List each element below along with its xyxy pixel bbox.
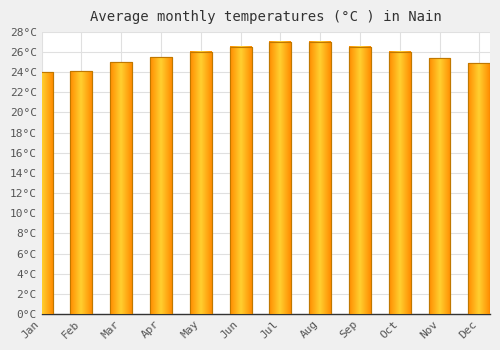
Bar <box>270 42 291 314</box>
Bar <box>389 52 410 314</box>
Bar <box>389 52 410 314</box>
Bar <box>190 52 212 314</box>
Bar <box>349 47 371 314</box>
Bar <box>428 58 450 314</box>
Bar <box>150 57 172 314</box>
Bar <box>309 42 331 314</box>
Bar <box>230 47 252 314</box>
Bar <box>349 47 371 314</box>
Bar <box>30 72 52 314</box>
Bar <box>110 62 132 314</box>
Bar <box>428 58 450 314</box>
Bar <box>468 63 490 314</box>
Bar <box>270 42 291 314</box>
Bar <box>70 71 92 314</box>
Bar <box>230 47 252 314</box>
Bar <box>70 71 92 314</box>
Title: Average monthly temperatures (°C ) in Nain: Average monthly temperatures (°C ) in Na… <box>90 10 442 24</box>
Bar <box>110 62 132 314</box>
Bar <box>468 63 490 314</box>
Bar <box>309 42 331 314</box>
Bar <box>150 57 172 314</box>
Bar <box>30 72 52 314</box>
Bar <box>190 52 212 314</box>
